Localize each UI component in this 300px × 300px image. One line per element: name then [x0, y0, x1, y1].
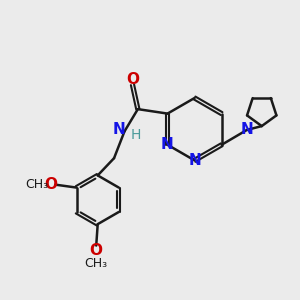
- Text: N: N: [160, 137, 173, 152]
- Text: CH₃: CH₃: [85, 257, 108, 270]
- Text: O: O: [126, 72, 139, 87]
- Text: O: O: [44, 177, 57, 192]
- Text: N: N: [189, 153, 202, 168]
- Text: H: H: [130, 128, 141, 142]
- Text: O: O: [90, 243, 103, 258]
- Text: N: N: [241, 122, 253, 137]
- Text: CH₃: CH₃: [25, 178, 48, 191]
- Text: N: N: [113, 122, 125, 137]
